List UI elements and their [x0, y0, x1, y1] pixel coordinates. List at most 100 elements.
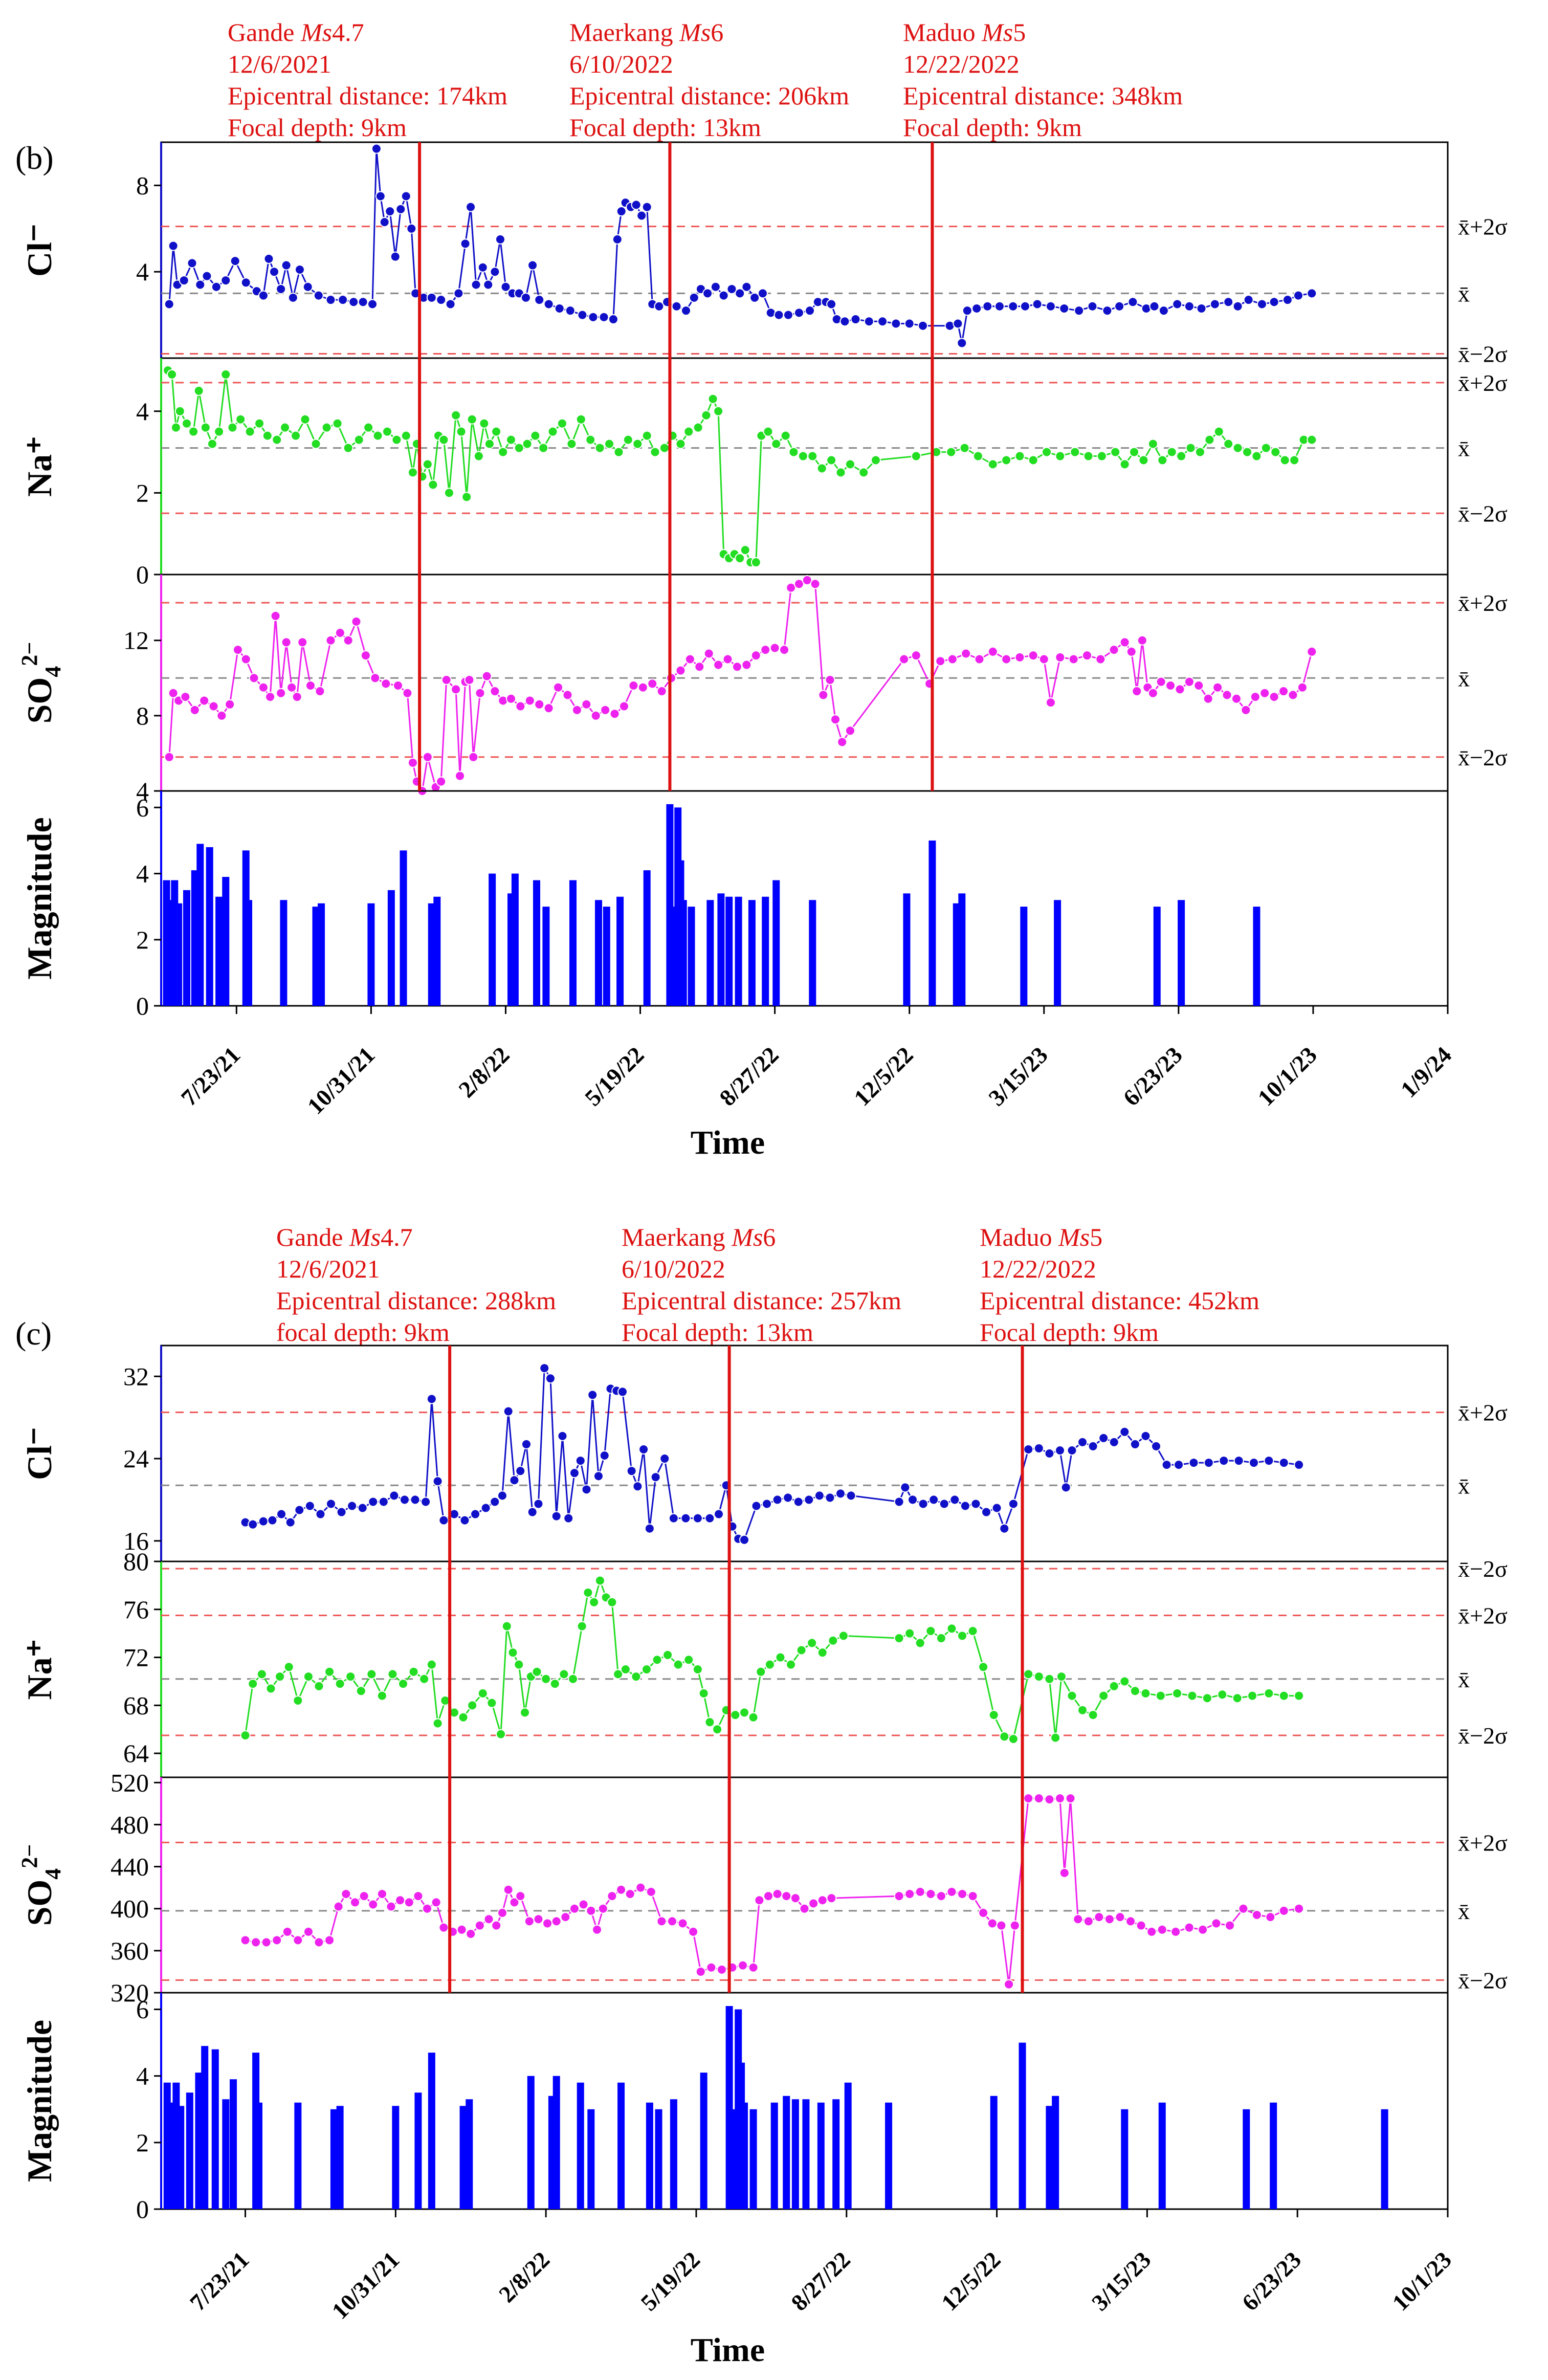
magnitude-bar	[783, 2096, 790, 2209]
magnitude-bar	[791, 2099, 799, 2209]
data-point-cl	[406, 223, 417, 234]
y-tick-label: 76	[123, 1595, 149, 1624]
magnitude-bar	[748, 900, 756, 1006]
data-point-so4	[225, 699, 235, 710]
data-point-so4	[270, 610, 281, 621]
data-point-cl	[534, 295, 545, 305]
earthquake-annotation-line: Epicentral distance: 288km	[276, 1286, 556, 1315]
threshold-label-lower: x̄−2σ	[1458, 744, 1508, 770]
data-point-na	[652, 1655, 662, 1665]
y-tick-label: 0	[136, 2195, 149, 2223]
data-point-cl	[1184, 301, 1195, 312]
data-point-na	[712, 1724, 723, 1735]
subplot-frame	[160, 1345, 1449, 1562]
data-point-cl	[835, 1488, 846, 1499]
data-point-cl	[908, 1494, 918, 1505]
data-point-na	[698, 1688, 709, 1699]
data-point-cl	[1054, 1445, 1065, 1456]
data-point-na	[167, 369, 178, 380]
data-point-so4	[957, 1888, 967, 1899]
subplot-so4: 320 360 400 440 480 520 SO42− x̄+2σ x̄ x̄−2σ	[17, 1768, 1508, 2007]
data-point-na	[1088, 1710, 1098, 1721]
earthquake-annotation-line: 12/6/2021	[228, 50, 331, 78]
x-tick-label: 8/27/22	[786, 2246, 855, 2316]
data-point-cl	[981, 1507, 992, 1517]
quake-ms: Ms	[300, 18, 332, 47]
earthquake-annotation-line: Epicentral distance: 206km	[569, 81, 849, 110]
threshold-label-upper: x̄+2σ	[1458, 590, 1508, 616]
data-point-cl	[421, 1496, 431, 1507]
data-point-na	[577, 1621, 587, 1632]
data-point-na	[451, 410, 461, 421]
data-point-na	[748, 1712, 759, 1723]
earthquake-annotation-line: 12/22/2022	[980, 1254, 1096, 1283]
data-point-na	[235, 414, 246, 425]
data-point-na	[1185, 443, 1196, 453]
magnitude-bar	[735, 896, 742, 1006]
data-point-cl	[470, 1509, 481, 1519]
data-point-so4	[1231, 693, 1242, 704]
data-point-na	[214, 426, 225, 437]
data-point-na	[188, 426, 199, 437]
data-point-na	[507, 1647, 518, 1658]
data-point-cl	[939, 1498, 949, 1509]
data-point-so4	[386, 1901, 396, 1912]
data-point-so4	[754, 1895, 765, 1906]
data-point-cl	[960, 1501, 970, 1511]
data-point-cl	[1158, 305, 1169, 316]
data-point-so4	[694, 662, 705, 672]
data-point-cl	[497, 1490, 507, 1501]
data-point-cl	[638, 1444, 649, 1455]
data-point-cl	[1077, 1437, 1088, 1447]
threshold-label-mean: x̄	[1458, 1898, 1470, 1924]
magnitude-bar	[643, 870, 651, 1006]
data-point-na	[1157, 455, 1168, 466]
data-point-na	[1279, 455, 1290, 466]
subplot-frame	[160, 574, 1449, 792]
magnitude-bar	[255, 2102, 262, 2209]
data-point-cl	[751, 1501, 762, 1511]
data-point-na	[576, 414, 586, 425]
data-point-na	[946, 1623, 957, 1634]
data-point-cl	[426, 292, 437, 303]
magnitude-bar	[196, 844, 204, 1006]
data-point-na	[505, 434, 516, 445]
data-point-cl	[825, 1492, 835, 1503]
data-point-so4	[987, 646, 998, 657]
data-point-so4	[911, 650, 921, 661]
data-point-so4	[646, 1886, 656, 1897]
x-tick-label: 7/23/21	[176, 1042, 245, 1111]
data-point-cl	[375, 191, 386, 202]
data-point-cl	[1109, 1437, 1119, 1447]
data-point-cl	[258, 1516, 269, 1527]
data-point-so4	[915, 1886, 925, 1897]
subplot-frame	[160, 357, 1449, 576]
data-point-cl	[240, 277, 251, 288]
data-point-so4	[1297, 682, 1308, 693]
data-point-cl	[379, 217, 390, 228]
data-point-so4	[899, 654, 910, 665]
data-point-so4	[293, 1935, 303, 1946]
data-point-so4	[571, 704, 582, 715]
data-point-cl	[1114, 301, 1125, 312]
data-point-so4	[335, 628, 345, 638]
data-point-so4	[1119, 637, 1130, 648]
data-point-cl	[294, 1505, 305, 1515]
data-point-na	[730, 1710, 741, 1721]
magnitude-bar	[928, 840, 936, 1006]
data-point-na	[673, 1659, 683, 1670]
data-point-so4	[1250, 692, 1260, 702]
data-point-so4	[282, 1926, 293, 1937]
data-point-na	[1023, 1669, 1034, 1680]
data-point-so4	[251, 1937, 261, 1948]
data-point-cl	[749, 292, 760, 303]
quake-magnitude: 5	[1013, 18, 1026, 47]
magnitude-bar	[433, 896, 441, 1006]
data-point-so4	[370, 673, 381, 684]
y-axis-label: SO42−	[17, 642, 65, 724]
data-point-so4	[675, 665, 686, 676]
data-point-na	[845, 459, 855, 470]
data-point-na	[771, 438, 782, 449]
data-point-na	[1070, 447, 1080, 457]
data-point-na	[300, 414, 311, 425]
